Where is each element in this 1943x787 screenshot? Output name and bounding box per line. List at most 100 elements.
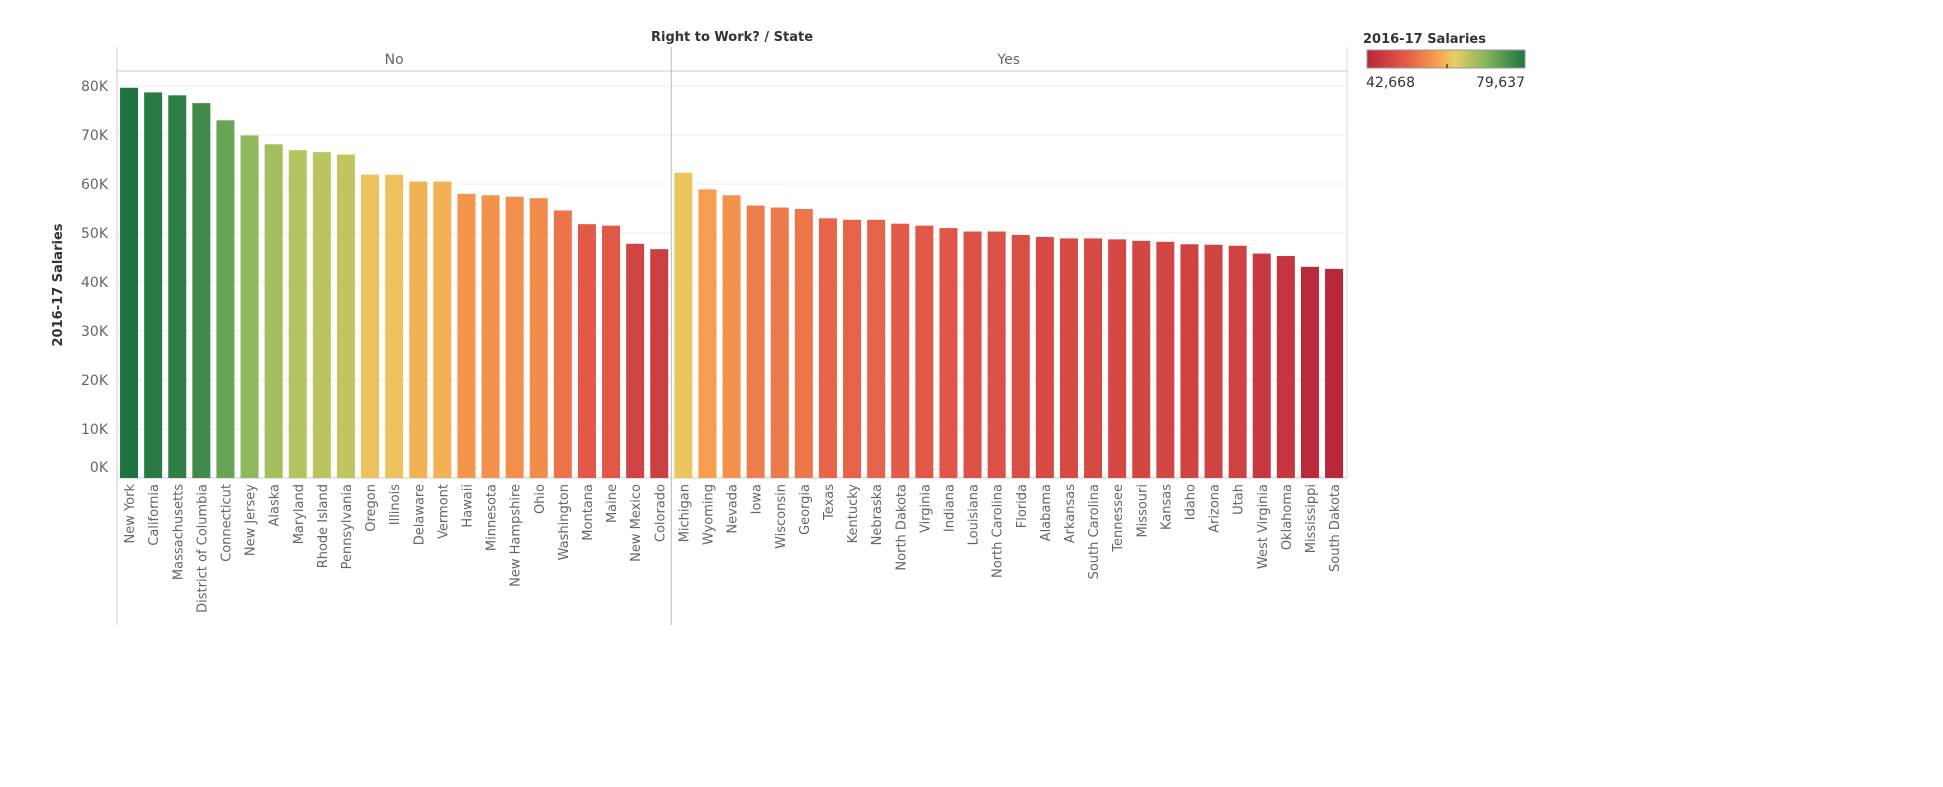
bar[interactable] — [939, 228, 958, 478]
x-tick-label: Oregon — [364, 484, 379, 532]
bar[interactable] — [891, 223, 910, 478]
bar[interactable] — [987, 231, 1006, 478]
x-tick-label: South Dakota — [1328, 484, 1343, 572]
bar[interactable] — [626, 243, 645, 478]
bar[interactable] — [1156, 241, 1175, 478]
bar[interactable] — [722, 195, 741, 478]
y-tick-label: 50K — [81, 226, 109, 242]
bar[interactable] — [1300, 266, 1319, 478]
bar[interactable] — [674, 172, 693, 479]
x-tick-label: Florida — [1015, 484, 1030, 528]
bar[interactable] — [433, 181, 452, 479]
bar[interactable] — [1035, 236, 1054, 478]
x-tick-label: Indiana — [942, 484, 957, 532]
x-tick-label: Kansas — [1159, 484, 1174, 530]
bar[interactable] — [770, 207, 789, 478]
bar[interactable] — [818, 218, 837, 479]
bar[interactable] — [1084, 238, 1103, 478]
bar[interactable] — [1132, 240, 1151, 478]
x-tick-label: Tennessee — [1111, 484, 1126, 553]
x-tick-label: Pennsylvania — [340, 484, 355, 569]
bar[interactable] — [168, 95, 187, 478]
legend-title: 2016-17 Salaries — [1363, 32, 1486, 47]
x-tick-label: Minnesota — [485, 484, 500, 551]
y-axis-title: 2016-17 Salaries — [51, 223, 66, 346]
bar[interactable] — [602, 225, 621, 478]
bar[interactable] — [867, 219, 886, 478]
x-tick-label: Texas — [822, 484, 837, 521]
bar[interactable] — [385, 174, 404, 478]
bar[interactable] — [553, 210, 572, 478]
x-tick-label: Utah — [1232, 484, 1247, 515]
y-tick-label: 20K — [81, 373, 109, 389]
x-tick-label: Alaska — [268, 484, 283, 527]
legend-max-label: 79,637 — [1476, 75, 1525, 91]
x-tick-label: West Virginia — [1256, 484, 1271, 569]
x-tick-label: Oklahoma — [1280, 484, 1295, 550]
x-tick-label: Louisiana — [967, 484, 982, 545]
y-tick-label: 80K — [81, 79, 109, 95]
bar[interactable] — [264, 144, 283, 478]
x-tick-label: New York — [123, 484, 138, 544]
bar[interactable] — [192, 103, 211, 479]
x-tick-label: New Hampshire — [509, 484, 524, 587]
pane-header-no: No — [385, 52, 404, 68]
bar[interactable] — [288, 150, 307, 478]
x-tick-label: Massachusetts — [171, 484, 186, 580]
y-tick-label: 30K — [81, 324, 109, 340]
bar[interactable] — [963, 231, 982, 478]
y-tick-label: 0K — [90, 460, 109, 476]
pane-header-yes: Yes — [996, 52, 1020, 68]
bar[interactable] — [1180, 244, 1199, 478]
x-tick-label: Georgia — [798, 484, 813, 535]
bar[interactable] — [1228, 245, 1247, 478]
bar[interactable] — [698, 189, 717, 478]
x-tick-label: Alabama — [1039, 484, 1054, 541]
bar[interactable] — [843, 219, 862, 478]
bar[interactable] — [120, 87, 139, 479]
bar[interactable] — [361, 174, 380, 478]
x-tick-label: Arizona — [1208, 484, 1223, 533]
x-tick-label: Colorado — [653, 484, 668, 542]
bar[interactable] — [481, 195, 500, 478]
bar[interactable] — [312, 152, 331, 478]
x-tick-label: Idaho — [1183, 484, 1198, 520]
bar[interactable] — [529, 198, 548, 478]
bar[interactable] — [1108, 239, 1127, 478]
bar[interactable] — [794, 208, 813, 479]
bar[interactable] — [577, 224, 596, 478]
x-tick-label: Connecticut — [219, 484, 234, 562]
bar[interactable] — [409, 181, 428, 479]
bar[interactable] — [457, 193, 476, 479]
bar[interactable] — [1204, 244, 1223, 478]
x-tick-label: Montana — [581, 484, 596, 541]
bar[interactable] — [505, 196, 524, 479]
x-tick-label: Wisconsin — [774, 484, 789, 549]
x-tick-label: Ohio — [533, 484, 548, 514]
legend-color-bar[interactable] — [1366, 49, 1526, 69]
bar[interactable] — [1011, 234, 1030, 478]
x-tick-label: Rhode Island — [316, 484, 331, 568]
y-tick-label: 60K — [81, 177, 109, 193]
x-tick-label: Kentucky — [846, 484, 861, 544]
x-tick-label: New Mexico — [629, 484, 644, 562]
x-tick-label: Missouri — [1135, 484, 1150, 538]
bar[interactable] — [746, 205, 765, 478]
bar[interactable] — [144, 92, 163, 479]
bar[interactable] — [240, 135, 259, 479]
bar[interactable] — [1059, 238, 1078, 478]
y-tick-label: 40K — [81, 275, 109, 291]
x-tick-label: South Carolina — [1087, 484, 1102, 579]
bar[interactable] — [336, 154, 355, 478]
bar[interactable] — [915, 225, 934, 478]
bar[interactable] — [1276, 256, 1295, 478]
bar[interactable] — [216, 120, 235, 479]
column-header-title: Right to Work? / State — [651, 30, 813, 45]
bar[interactable] — [1252, 253, 1271, 478]
x-tick-label: Nevada — [726, 484, 741, 534]
bar[interactable] — [650, 249, 669, 478]
bar[interactable] — [1325, 268, 1344, 478]
x-tick-label: Arkansas — [1063, 484, 1078, 543]
